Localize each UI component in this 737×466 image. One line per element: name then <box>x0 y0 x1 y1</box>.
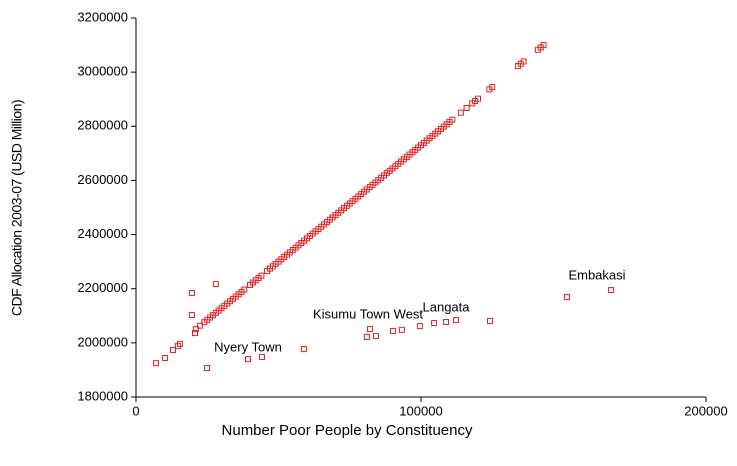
point <box>152 360 159 367</box>
point <box>563 294 570 301</box>
point <box>191 330 198 337</box>
point <box>540 42 547 49</box>
y-axis-label: CDF Allocation 2003-07 (USD Million) <box>9 100 25 316</box>
point <box>245 356 252 363</box>
y-tick-label: 2400000 <box>77 226 128 241</box>
point <box>203 365 210 372</box>
point <box>366 326 373 333</box>
y-tick-label: 2600000 <box>77 172 128 187</box>
x-tick-label: 100000 <box>399 403 442 418</box>
x-tick-label: 200000 <box>684 403 727 418</box>
point <box>258 353 265 360</box>
point <box>475 95 481 102</box>
point <box>188 290 195 297</box>
point <box>197 322 204 329</box>
x-axis-label: Number Poor People by Constituency <box>222 422 473 439</box>
point <box>176 340 183 347</box>
point <box>416 323 423 330</box>
point <box>188 311 195 318</box>
point <box>457 109 464 116</box>
annotation: Kisumu Town West <box>313 306 423 321</box>
point <box>608 287 615 294</box>
point <box>300 346 307 353</box>
point <box>449 116 456 123</box>
point <box>390 327 397 334</box>
x-tick-label: 0 <box>132 403 139 418</box>
point <box>398 326 405 333</box>
y-tick-label: 3200000 <box>77 9 128 24</box>
y-tick-label: 1800000 <box>77 388 128 403</box>
y-tick-label: 3000000 <box>77 64 128 79</box>
point <box>489 84 496 91</box>
annotation: Nyery Town <box>214 339 282 354</box>
point <box>463 104 470 111</box>
y-tick-label: 2200000 <box>77 280 128 295</box>
point <box>443 319 450 326</box>
point <box>372 333 379 340</box>
annotation: Embakasi <box>568 267 625 282</box>
point <box>241 286 248 293</box>
point <box>258 272 265 279</box>
y-tick-label: 2000000 <box>77 334 128 349</box>
point <box>431 320 438 327</box>
point <box>453 317 460 324</box>
point <box>162 355 169 362</box>
point <box>212 281 219 288</box>
y-tick-label: 2800000 <box>77 118 128 133</box>
point <box>192 326 199 333</box>
point <box>520 58 527 65</box>
point <box>170 347 177 354</box>
annotation: Langata <box>423 299 471 314</box>
point <box>363 333 370 340</box>
point <box>486 317 493 324</box>
